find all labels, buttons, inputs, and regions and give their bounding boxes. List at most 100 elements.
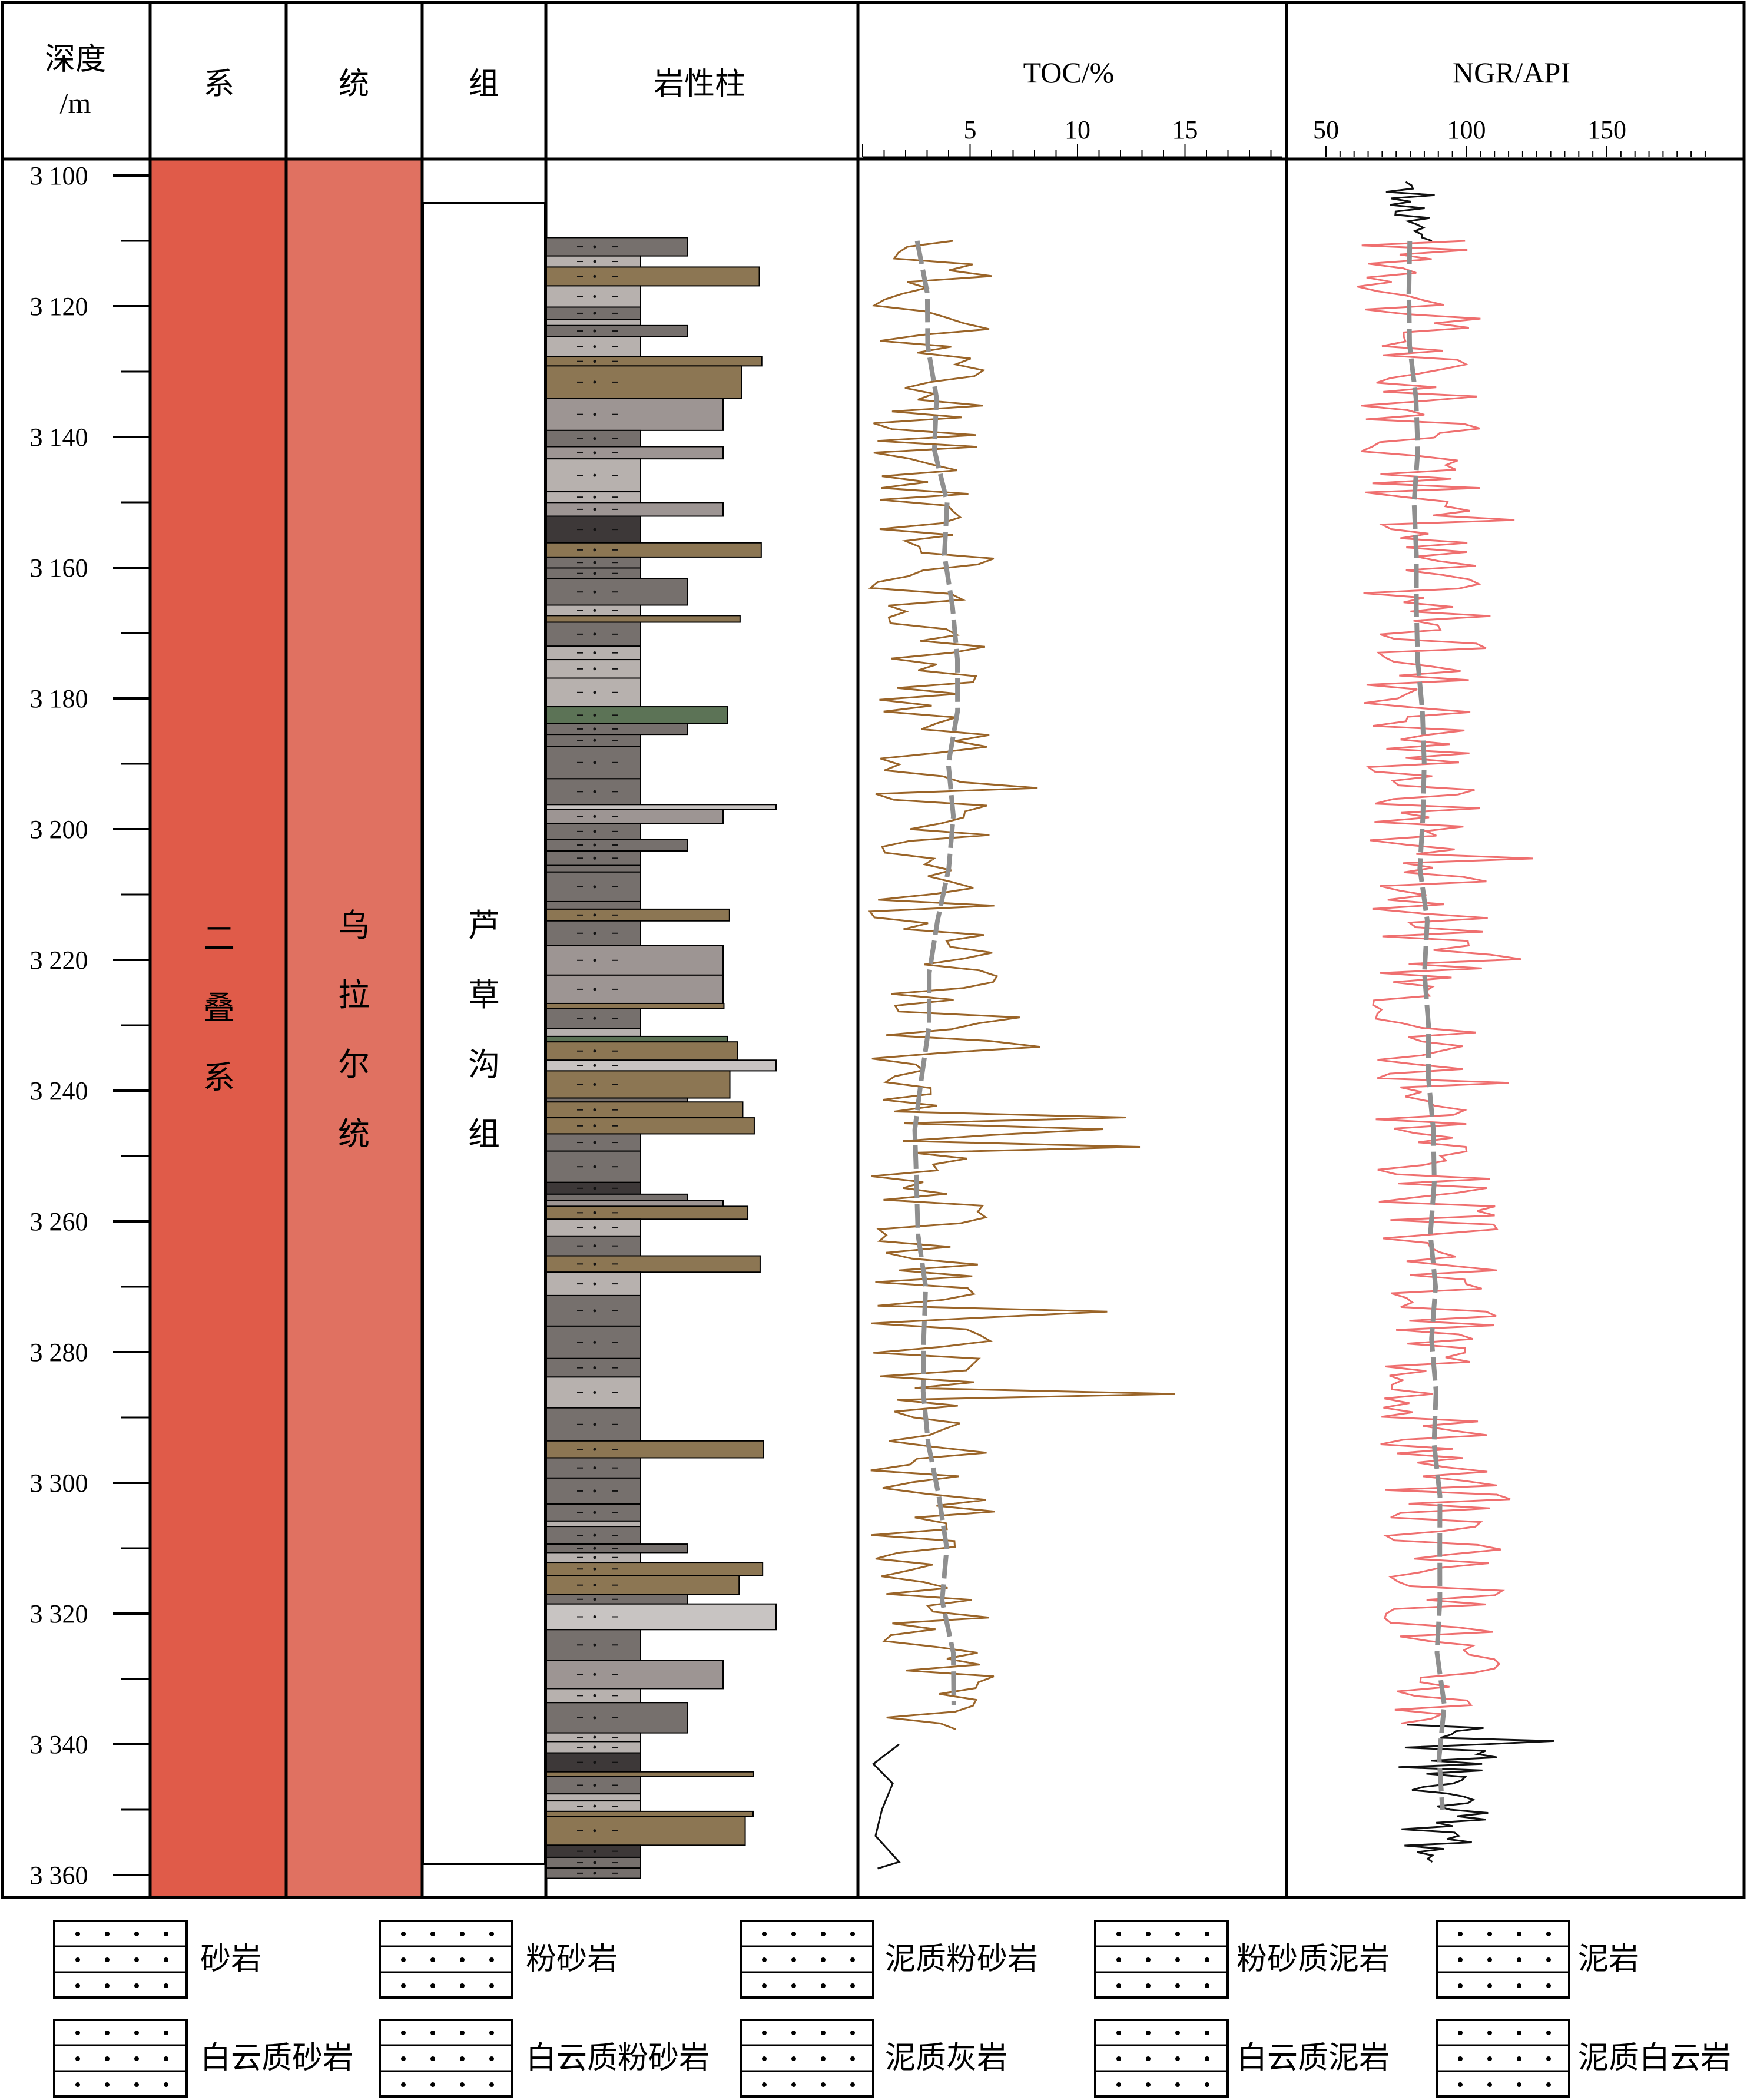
unit-name-char: 统 (338, 1115, 370, 1152)
legend-swatch-dot (164, 1957, 168, 1962)
legend-swatch-dot (1458, 1957, 1463, 1962)
lithology-bed (546, 615, 741, 623)
legend-swatch-dot (105, 2082, 110, 2087)
legend-swatch-dot (1116, 2082, 1121, 2087)
unit-name-char: 系 (203, 1059, 235, 1096)
depth-tick-label: 3 160 (30, 554, 88, 582)
series-header: 统 (339, 67, 369, 102)
lithology-dot (593, 528, 596, 531)
legend-swatch-dot (401, 2056, 406, 2061)
legend-swatch-dot (821, 2056, 826, 2061)
legend-swatch-dot (1146, 1932, 1151, 1936)
ngr-trend-line (1406, 240, 1447, 1810)
legend-swatch-dot (1546, 1957, 1551, 1962)
legend-swatch-dot (1205, 1957, 1209, 1962)
unit-name-char: 叠 (203, 989, 235, 1026)
legend-swatch-dot (489, 2031, 494, 2035)
lithology-dot (593, 790, 596, 793)
legend-swatch-dot (460, 2082, 465, 2087)
lithology-dot (593, 294, 596, 298)
lithology-dot (593, 1861, 596, 1864)
legend-swatch-dot (1546, 2082, 1551, 2087)
lithology-dot (593, 885, 596, 889)
legend-swatch-dot (1546, 2031, 1551, 2035)
legend-swatch-dot (134, 2031, 139, 2035)
lithology-dot (593, 1716, 596, 1720)
lithology-bed (546, 864, 641, 873)
legend-swatch-dot (1517, 2031, 1521, 2035)
depth-tick-label: 3 180 (30, 684, 88, 713)
legend-item-dolomitic-siltstone: 白云质粉砂岩 (379, 2019, 710, 2098)
legend-swatch-dot (821, 1957, 826, 1962)
legend-swatch-dot (401, 1983, 406, 1988)
lithology-dot (593, 830, 596, 833)
lithology-bed (546, 1070, 731, 1099)
toc-curve (868, 240, 1175, 1730)
lithology-dot (593, 1244, 596, 1248)
ngr-tick-label: 150 (1587, 115, 1626, 144)
lithology-header: 岩性柱 (654, 67, 745, 102)
legend-swatch-dot (1146, 1957, 1151, 1962)
legend-swatch-dot (1487, 1983, 1492, 1988)
lithology-bed (546, 1520, 641, 1528)
lithology-dot (593, 1124, 596, 1128)
legend-swatch-dot (164, 1932, 168, 1936)
legend-swatch-dot (134, 1957, 139, 1962)
lithology-dot (593, 1141, 596, 1144)
legend-label: 白云质砂岩 (200, 2041, 353, 2076)
lithology-dot (593, 312, 596, 315)
ngr-tick-label: 50 (1313, 115, 1339, 144)
legend-swatch-dot (1175, 2056, 1180, 2061)
legend-swatch-dot (105, 1957, 110, 1962)
legend-swatch-dot (75, 2082, 80, 2087)
lithology-bed (546, 1027, 641, 1037)
lithology-bed (546, 1603, 777, 1631)
legend-label: 泥质白云岩 (1578, 2041, 1731, 2076)
ngr-curve (1357, 240, 1533, 1724)
lithology-dot (593, 1165, 596, 1168)
lithology-bed (546, 804, 777, 810)
lithology-bed (546, 1776, 641, 1795)
lithology-dot (593, 727, 596, 731)
legend-swatch-dot (762, 2031, 767, 2035)
legend-swatch-dot (401, 2082, 406, 2087)
legend-swatch-dot (1546, 1983, 1551, 1988)
ngr-curve-dark-bottom (1398, 1724, 1554, 1863)
legend-label: 泥质粉砂岩 (885, 1942, 1038, 1977)
toc-tick-label: 5 (964, 115, 977, 144)
legend-swatch-dot (791, 2082, 796, 2087)
legend-label: 白云质泥岩 (1237, 2041, 1390, 2076)
lithology-dot (593, 1567, 596, 1571)
legend-swatch-dot (791, 1957, 796, 1962)
lithology-dot (593, 572, 596, 575)
legend-label: 砂岩 (200, 1942, 261, 1977)
legend-swatch-dot (460, 2056, 465, 2061)
unit-name-char: 二 (203, 920, 235, 957)
lithology-dot (593, 959, 596, 962)
lithology-dot (593, 1016, 596, 1020)
legend-swatch-dot (821, 1932, 826, 1936)
toc-tick-label: 15 (1172, 115, 1198, 144)
lithology-bed (546, 237, 688, 257)
legend-swatch-dot (1458, 2056, 1463, 2061)
depth-tick-label: 3 120 (30, 292, 88, 321)
legend-swatch-dot (134, 1983, 139, 1988)
lithology-dot (593, 1366, 596, 1370)
legend-swatch-dot (1116, 1957, 1121, 1962)
depth-tick-label: 3 340 (30, 1730, 88, 1759)
depth-header: 深度 (45, 42, 106, 77)
legend-swatch-dot (1175, 2031, 1180, 2035)
legend-item-sandstone: 砂岩 (53, 1920, 261, 1999)
ngr-curve-dark-top (1385, 181, 1435, 242)
legend-swatch-dot (75, 1983, 80, 1988)
lithology-dot (593, 1187, 596, 1190)
lithology-dot (593, 913, 596, 917)
lithology-dot (593, 713, 596, 717)
depth-tick-label: 3 320 (30, 1599, 88, 1628)
legend-swatch-dot (460, 1957, 465, 1962)
legend-swatch-dot (1205, 2082, 1209, 2087)
ngr-scale: 50 100 150 (1313, 115, 1706, 157)
lithology-bed (546, 365, 742, 399)
depth-tick-label: 3 360 (30, 1861, 88, 1890)
